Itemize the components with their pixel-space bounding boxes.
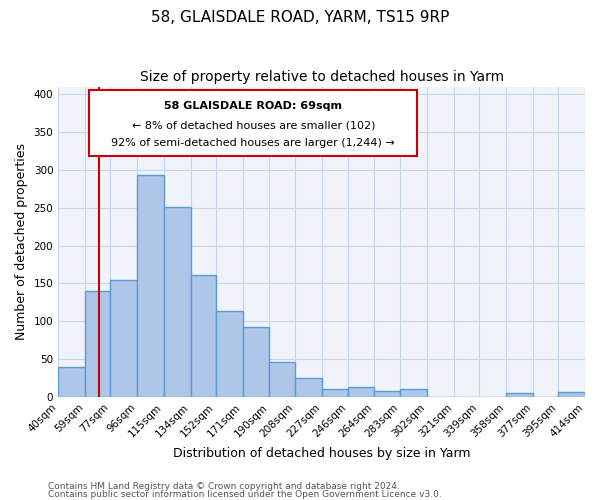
X-axis label: Distribution of detached houses by size in Yarm: Distribution of detached houses by size … [173, 447, 470, 460]
Bar [216, 312, 242, 397]
Bar [349, 387, 374, 397]
Text: 58, GLAISDALE ROAD, YARM, TS15 9RP: 58, GLAISDALE ROAD, YARM, TS15 9RP [151, 10, 449, 25]
Text: 58 GLAISDALE ROAD: 69sqm: 58 GLAISDALE ROAD: 69sqm [164, 101, 342, 111]
Bar [137, 175, 164, 397]
Bar [295, 378, 322, 397]
Title: Size of property relative to detached houses in Yarm: Size of property relative to detached ho… [140, 70, 503, 84]
Bar [58, 366, 85, 397]
Y-axis label: Number of detached properties: Number of detached properties [15, 144, 28, 340]
Bar [164, 207, 191, 397]
Bar [191, 275, 216, 397]
Bar [558, 392, 585, 397]
Bar [506, 393, 533, 397]
Bar [89, 90, 418, 156]
Bar [322, 390, 349, 397]
Bar [85, 291, 110, 397]
Text: Contains HM Land Registry data © Crown copyright and database right 2024.: Contains HM Land Registry data © Crown c… [48, 482, 400, 491]
Bar [110, 280, 137, 397]
Text: 92% of semi-detached houses are larger (1,244) →: 92% of semi-detached houses are larger (… [112, 138, 395, 148]
Bar [269, 362, 295, 397]
Bar [374, 391, 400, 397]
Text: ← 8% of detached houses are smaller (102): ← 8% of detached houses are smaller (102… [131, 120, 375, 130]
Bar [242, 328, 269, 397]
Bar [400, 390, 427, 397]
Text: Contains public sector information licensed under the Open Government Licence v3: Contains public sector information licen… [48, 490, 442, 499]
